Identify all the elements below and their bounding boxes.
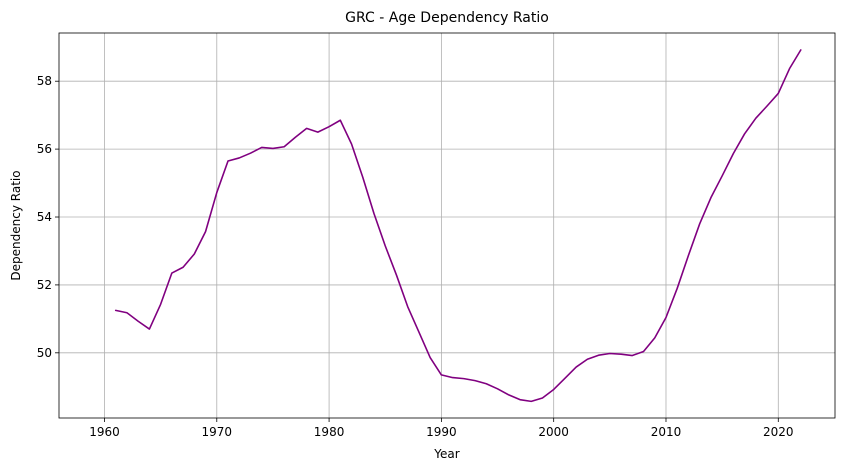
y-axis-label: Dependency Ratio (9, 170, 23, 280)
y-tick-label: 56 (37, 142, 52, 156)
y-ticks: 50 52 54 56 58 (37, 74, 59, 360)
plot-frame (58, 32, 836, 419)
x-tick-label: 1990 (426, 425, 457, 439)
x-tick-label: 1970 (202, 425, 233, 439)
x-tick-label: 2010 (651, 425, 682, 439)
y-tick-label: 54 (37, 210, 52, 224)
x-tick-label: 2000 (538, 425, 569, 439)
series-layer (114, 49, 802, 403)
x-ticks: 1960 1970 1980 1990 2000 2010 2020 (89, 418, 794, 439)
x-axis-label: Year (433, 447, 459, 461)
y-tick-label: 50 (37, 346, 52, 360)
y-tick-label: 58 (37, 74, 52, 88)
x-tick-label: 1980 (314, 425, 345, 439)
chart-title: GRC - Age Dependency Ratio (345, 10, 549, 26)
series-line (114, 49, 802, 403)
x-tick-label: 1960 (89, 425, 120, 439)
grid-lines (59, 33, 835, 418)
x-tick-label: 2020 (763, 425, 794, 439)
y-tick-label: 52 (37, 278, 52, 292)
